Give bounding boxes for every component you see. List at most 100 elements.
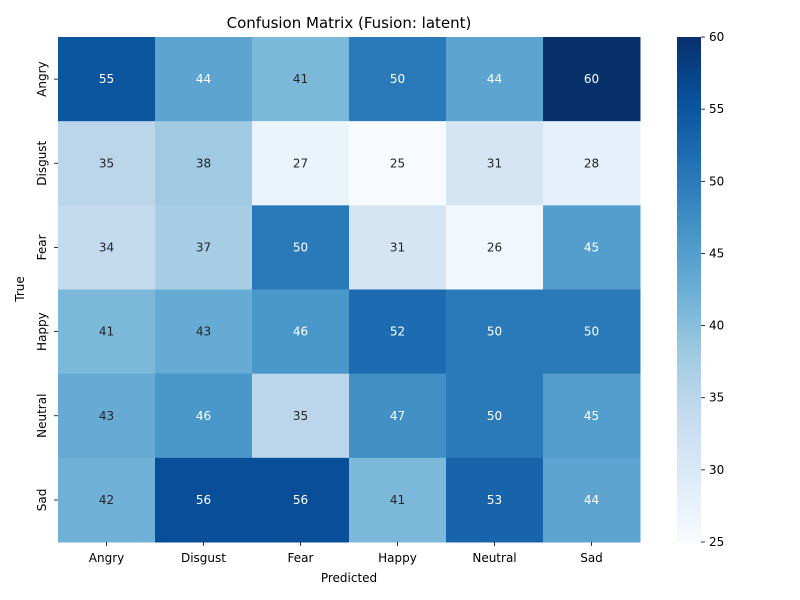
heatmap-cell bbox=[155, 121, 253, 206]
cell-value-label: 26 bbox=[487, 240, 502, 254]
cell-value-label: 45 bbox=[584, 409, 599, 423]
y-tick-label: Angry bbox=[35, 61, 49, 96]
cell-value-label: 25 bbox=[390, 156, 405, 170]
cell-value-label: 56 bbox=[293, 493, 308, 507]
colorbar-tick-label: 45 bbox=[709, 246, 724, 260]
heatmap-cell bbox=[155, 37, 253, 122]
y-axis-label: True bbox=[13, 276, 27, 303]
heatmap-cell bbox=[446, 205, 544, 290]
colorbar: 25 30 35 40 45 50 55 60 bbox=[677, 30, 724, 549]
cell-value-label: 31 bbox=[487, 156, 502, 170]
heatmap-cell bbox=[155, 373, 253, 459]
colorbar-tick-label: 50 bbox=[709, 174, 724, 188]
cell-value-label: 46 bbox=[196, 409, 211, 423]
cell-value-label: 50 bbox=[487, 409, 502, 423]
cell-value-label: 52 bbox=[390, 325, 405, 339]
colorbar-tick-label: 25 bbox=[709, 535, 724, 549]
x-tick-label: Neutral bbox=[472, 551, 516, 565]
heatmap-cell bbox=[155, 457, 253, 543]
heatmap-cell bbox=[349, 373, 447, 459]
cell-value-label: 43 bbox=[196, 325, 211, 339]
cell-value-label: 41 bbox=[99, 325, 114, 339]
heatmap-cell bbox=[252, 37, 350, 122]
x-tick-label: Happy bbox=[378, 551, 417, 565]
heatmap-cell bbox=[349, 37, 447, 122]
cell-value-label: 35 bbox=[293, 409, 308, 423]
cell-value-label: 47 bbox=[390, 409, 405, 423]
cell-value-label: 44 bbox=[196, 72, 211, 86]
heatmap-cell bbox=[446, 457, 544, 543]
heatmap-cell bbox=[543, 121, 641, 206]
y-axis-ticks: Angry Disgust Fear Happy Neutral Sad bbox=[35, 61, 58, 511]
x-axis-ticks: Angry Disgust Fear Happy Neutral Sad bbox=[89, 542, 603, 565]
heatmap-cell bbox=[543, 373, 641, 459]
y-tick-label: Sad bbox=[35, 489, 49, 512]
heatmap-cell bbox=[252, 373, 350, 459]
cell-value-label: 34 bbox=[99, 240, 114, 254]
cell-value-label: 50 bbox=[390, 72, 405, 86]
heatmap-cell bbox=[252, 121, 350, 206]
y-tick-label: Disgust bbox=[35, 140, 49, 185]
heatmap-cell bbox=[543, 205, 641, 290]
y-tick-label: Fear bbox=[35, 234, 49, 260]
heatmap-cell bbox=[252, 289, 350, 375]
cell-value-label: 28 bbox=[584, 156, 599, 170]
cell-value-label: 46 bbox=[293, 325, 308, 339]
heatmap-cell bbox=[58, 373, 156, 459]
cell-value-label: 50 bbox=[487, 325, 502, 339]
colorbar-tick-label: 35 bbox=[709, 391, 724, 405]
cell-value-label: 27 bbox=[293, 156, 308, 170]
heatmap-cell bbox=[446, 373, 544, 459]
cell-value-label: 37 bbox=[196, 240, 211, 254]
colorbar-tick-label: 40 bbox=[709, 319, 724, 333]
cell-value-label: 31 bbox=[390, 240, 405, 254]
cell-value-label: 41 bbox=[390, 493, 405, 507]
cell-value-label: 44 bbox=[584, 493, 599, 507]
heatmap-cell bbox=[349, 205, 447, 290]
x-tick-label: Angry bbox=[89, 551, 124, 565]
heatmap-cell bbox=[58, 121, 156, 206]
heatmap-cell bbox=[349, 121, 447, 206]
heatmap-cell bbox=[58, 457, 156, 543]
cell-value-label: 44 bbox=[487, 72, 502, 86]
heatmap-cell bbox=[543, 289, 641, 375]
heatmap-cell bbox=[543, 457, 641, 543]
heatmap-cell bbox=[446, 289, 544, 375]
heatmap-cell bbox=[349, 457, 447, 543]
cell-value-label: 60 bbox=[584, 72, 599, 86]
cell-value-label: 55 bbox=[99, 72, 114, 86]
colorbar-tick-label: 30 bbox=[709, 463, 724, 477]
cell-value-label: 41 bbox=[293, 72, 308, 86]
y-tick-label: Neutral bbox=[35, 394, 49, 438]
heatmap-cell bbox=[543, 37, 641, 122]
cell-value-label: 38 bbox=[196, 156, 211, 170]
x-tick-label: Sad bbox=[580, 551, 603, 565]
x-tick-label: Fear bbox=[288, 551, 314, 565]
cell-value-label: 50 bbox=[584, 325, 599, 339]
heatmap-cell bbox=[252, 205, 350, 290]
colorbar-gradient bbox=[677, 37, 701, 542]
cell-value-label: 50 bbox=[293, 240, 308, 254]
cell-value-label: 53 bbox=[487, 493, 502, 507]
cell-value-label: 56 bbox=[196, 493, 211, 507]
heatmap-cells: 55 44 41 50 44 60 35 38 27 25 31 28 34 37 50 31 26 45 41 43… bbox=[58, 37, 641, 543]
colorbar-tick-label: 60 bbox=[709, 30, 724, 44]
y-tick-label: Happy bbox=[35, 312, 49, 351]
heatmap-cell bbox=[446, 37, 544, 122]
heatmap-cell bbox=[155, 289, 253, 375]
chart-title: Confusion Matrix (Fusion: latent) bbox=[227, 14, 472, 32]
x-tick-label: Disgust bbox=[181, 551, 226, 565]
cell-value-label: 45 bbox=[584, 240, 599, 254]
heatmap-cell bbox=[349, 289, 447, 375]
heatmap-cell bbox=[58, 289, 156, 375]
heatmap-cell bbox=[155, 205, 253, 290]
heatmap-cell bbox=[252, 457, 350, 543]
heatmap-cell bbox=[446, 121, 544, 206]
colorbar-tick-label: 55 bbox=[709, 102, 724, 116]
cell-value-label: 35 bbox=[99, 156, 114, 170]
cell-value-label: 43 bbox=[99, 409, 114, 423]
cell-value-label: 42 bbox=[99, 493, 114, 507]
x-axis-label: Predicted bbox=[321, 571, 377, 585]
heatmap-cell bbox=[58, 205, 156, 290]
